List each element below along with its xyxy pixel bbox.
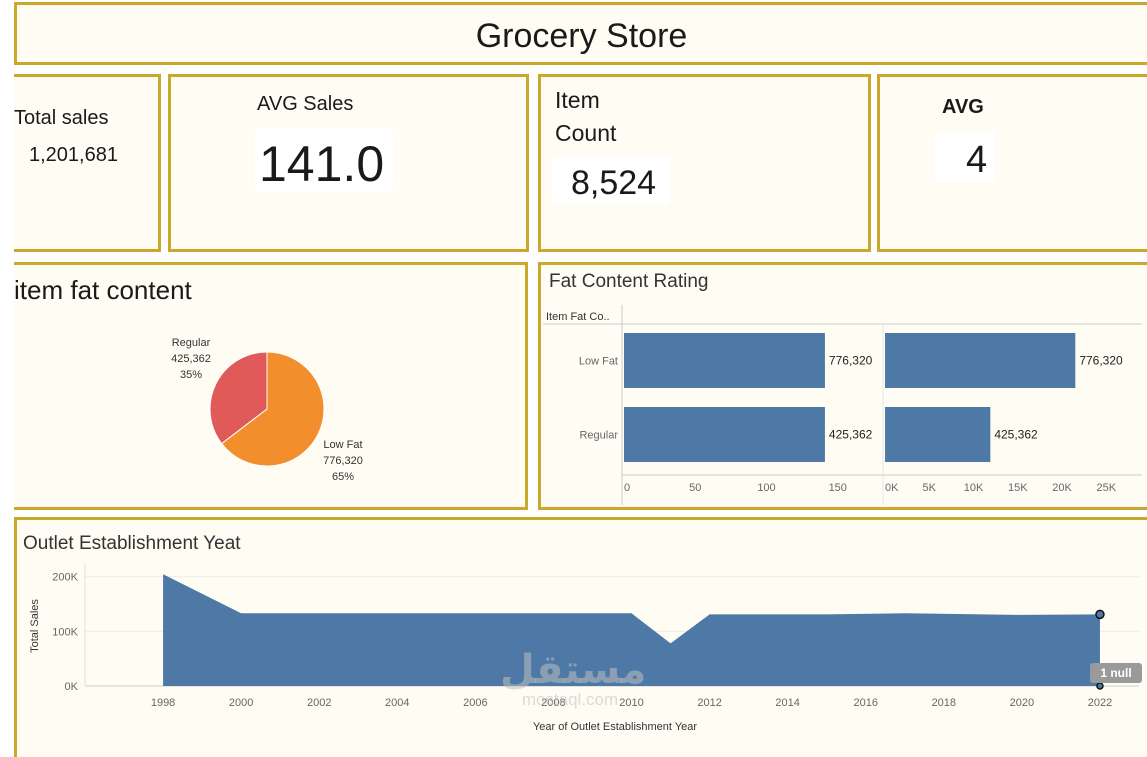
fat-content-bar-chart: Item Fat Co.. Low Fat Regular 776,320 425,3… <box>543 305 1142 505</box>
kpi-avg-sales-card: AVG Sales 141.0 <box>168 74 529 252</box>
kpi-item-count-label-line2: Count <box>555 120 617 146</box>
kpi-avg-rating-card: AVG 4 <box>877 74 1147 252</box>
area-sales-series <box>163 574 1100 686</box>
kpi-item-count-value: 8,524 <box>571 164 657 202</box>
bar-avg-low-fat <box>624 333 825 388</box>
bar-x-tick-count-0: 0K <box>885 482 899 494</box>
pie-slice-regular <box>209 351 268 445</box>
area-x-tick-1998: 1998 <box>151 697 175 709</box>
pie-label-regular: Regular <box>172 337 211 349</box>
bar-count-regular <box>885 407 991 462</box>
bar-row-label-low-fat: Low Fat <box>579 356 618 368</box>
area-x-tick-2010: 2010 <box>619 697 643 709</box>
bar-x-tick-count-5: 25K <box>1097 482 1117 494</box>
bar-avg-regular <box>624 407 825 462</box>
bar-column-header: Item Fat Co.. <box>546 311 610 323</box>
area-x-tick-2000: 2000 <box>229 697 253 709</box>
area-chart-title: Outlet Establishment Yeat <box>23 533 241 554</box>
dashboard-title: Grocery Store <box>475 17 688 55</box>
bar-value-label-count-low-fat: 776,320 <box>1079 354 1123 368</box>
pie-percent-regular: 35% <box>180 369 202 381</box>
charts-layer: Regular 425,362 35% Low Fat 776,320 65% Item … <box>29 305 1142 733</box>
area-x-tick-2002: 2002 <box>307 697 331 709</box>
bar-value-label-count-regular: 425,362 <box>994 428 1038 442</box>
fat-content-pie-chart: Regular 425,362 35% Low Fat 776,320 65% <box>171 337 363 483</box>
area-x-tick-2004: 2004 <box>385 697 409 709</box>
title-panel: Grocery Store <box>14 2 1147 65</box>
area-y-axis-label: Total Sales <box>29 599 41 653</box>
bar-x-tick-count-2: 10K <box>964 482 984 494</box>
area-null-point-marker <box>1096 682 1104 690</box>
kpi-total-sales-card: Total sales 1,201,681 <box>14 74 161 252</box>
bar-x-tick-avg-1: 50 <box>689 482 701 494</box>
area-y-tick-1: 100K <box>52 626 78 638</box>
bar-x-tick-count-1: 5K <box>923 482 937 494</box>
kpi-total-sales-value: 1,201,681 <box>29 144 118 166</box>
area-x-tick-2018: 2018 <box>932 697 956 709</box>
area-y-tick-2: 200K <box>52 572 78 584</box>
bar-x-tick-avg-2: 100 <box>757 482 775 494</box>
kpi-item-count-value-box <box>552 157 670 205</box>
pie-label-low-fat: Low Fat <box>323 439 362 451</box>
kpi-item-count-card: Item Count 8,524 <box>538 74 871 252</box>
kpi-avg-rating-value-box <box>935 132 995 182</box>
area-x-tick-2014: 2014 <box>775 697 799 709</box>
area-x-tick-2020: 2020 <box>1010 697 1034 709</box>
kpi-item-count-label-line1: Item <box>555 87 600 113</box>
outlet-sales-area-chart: Year of Outlet Establishment Year Total … <box>29 564 1139 733</box>
area-x-tick-2016: 2016 <box>853 697 877 709</box>
kpi-avg-sales-value: 141.0 <box>259 136 385 192</box>
pie-slice-low-fat <box>221 351 325 467</box>
area-y-tick-0: 0K <box>65 681 79 693</box>
kpi-avg-rating-label: AVG <box>942 96 984 118</box>
kpi-avg-sales-value-box <box>255 129 393 191</box>
bar-x-tick-avg-0: 0 <box>624 482 630 494</box>
area-x-tick-2012: 2012 <box>697 697 721 709</box>
null-values-badge-text: 1 null <box>1100 666 1132 680</box>
pie-value-low-fat: 776,320 <box>323 455 363 467</box>
kpi-avg-rating-value: 4 <box>966 139 988 181</box>
area-x-axis-label: Year of Outlet Establishment Year <box>533 721 697 733</box>
bar-count-low-fat <box>885 333 1076 388</box>
bar-value-label-avg-regular: 425,362 <box>829 428 873 442</box>
pie-value-regular: 425,362 <box>171 353 211 365</box>
pie-chart-title: item fat content <box>14 275 192 305</box>
area-x-tick-2006: 2006 <box>463 697 487 709</box>
bar-x-tick-avg-3: 150 <box>829 482 847 494</box>
area-end-point-marker <box>1095 609 1105 620</box>
bar-x-tick-count-3: 15K <box>1008 482 1028 494</box>
pie-percent-low-fat: 65% <box>332 471 354 483</box>
bar-value-label-avg-low-fat: 776,320 <box>829 354 873 368</box>
bar-row-label-regular: Regular <box>579 430 618 442</box>
kpi-avg-sales-label: AVG Sales <box>257 93 354 115</box>
area-x-tick-2008: 2008 <box>541 697 565 709</box>
bar-x-tick-count-4: 20K <box>1052 482 1072 494</box>
null-values-badge[interactable]: 1 null <box>1090 663 1142 683</box>
area-x-tick-2022: 2022 <box>1088 697 1112 709</box>
bar-chart-title: Fat Content Rating <box>549 271 709 292</box>
kpi-total-sales-label: Total sales <box>14 107 109 129</box>
